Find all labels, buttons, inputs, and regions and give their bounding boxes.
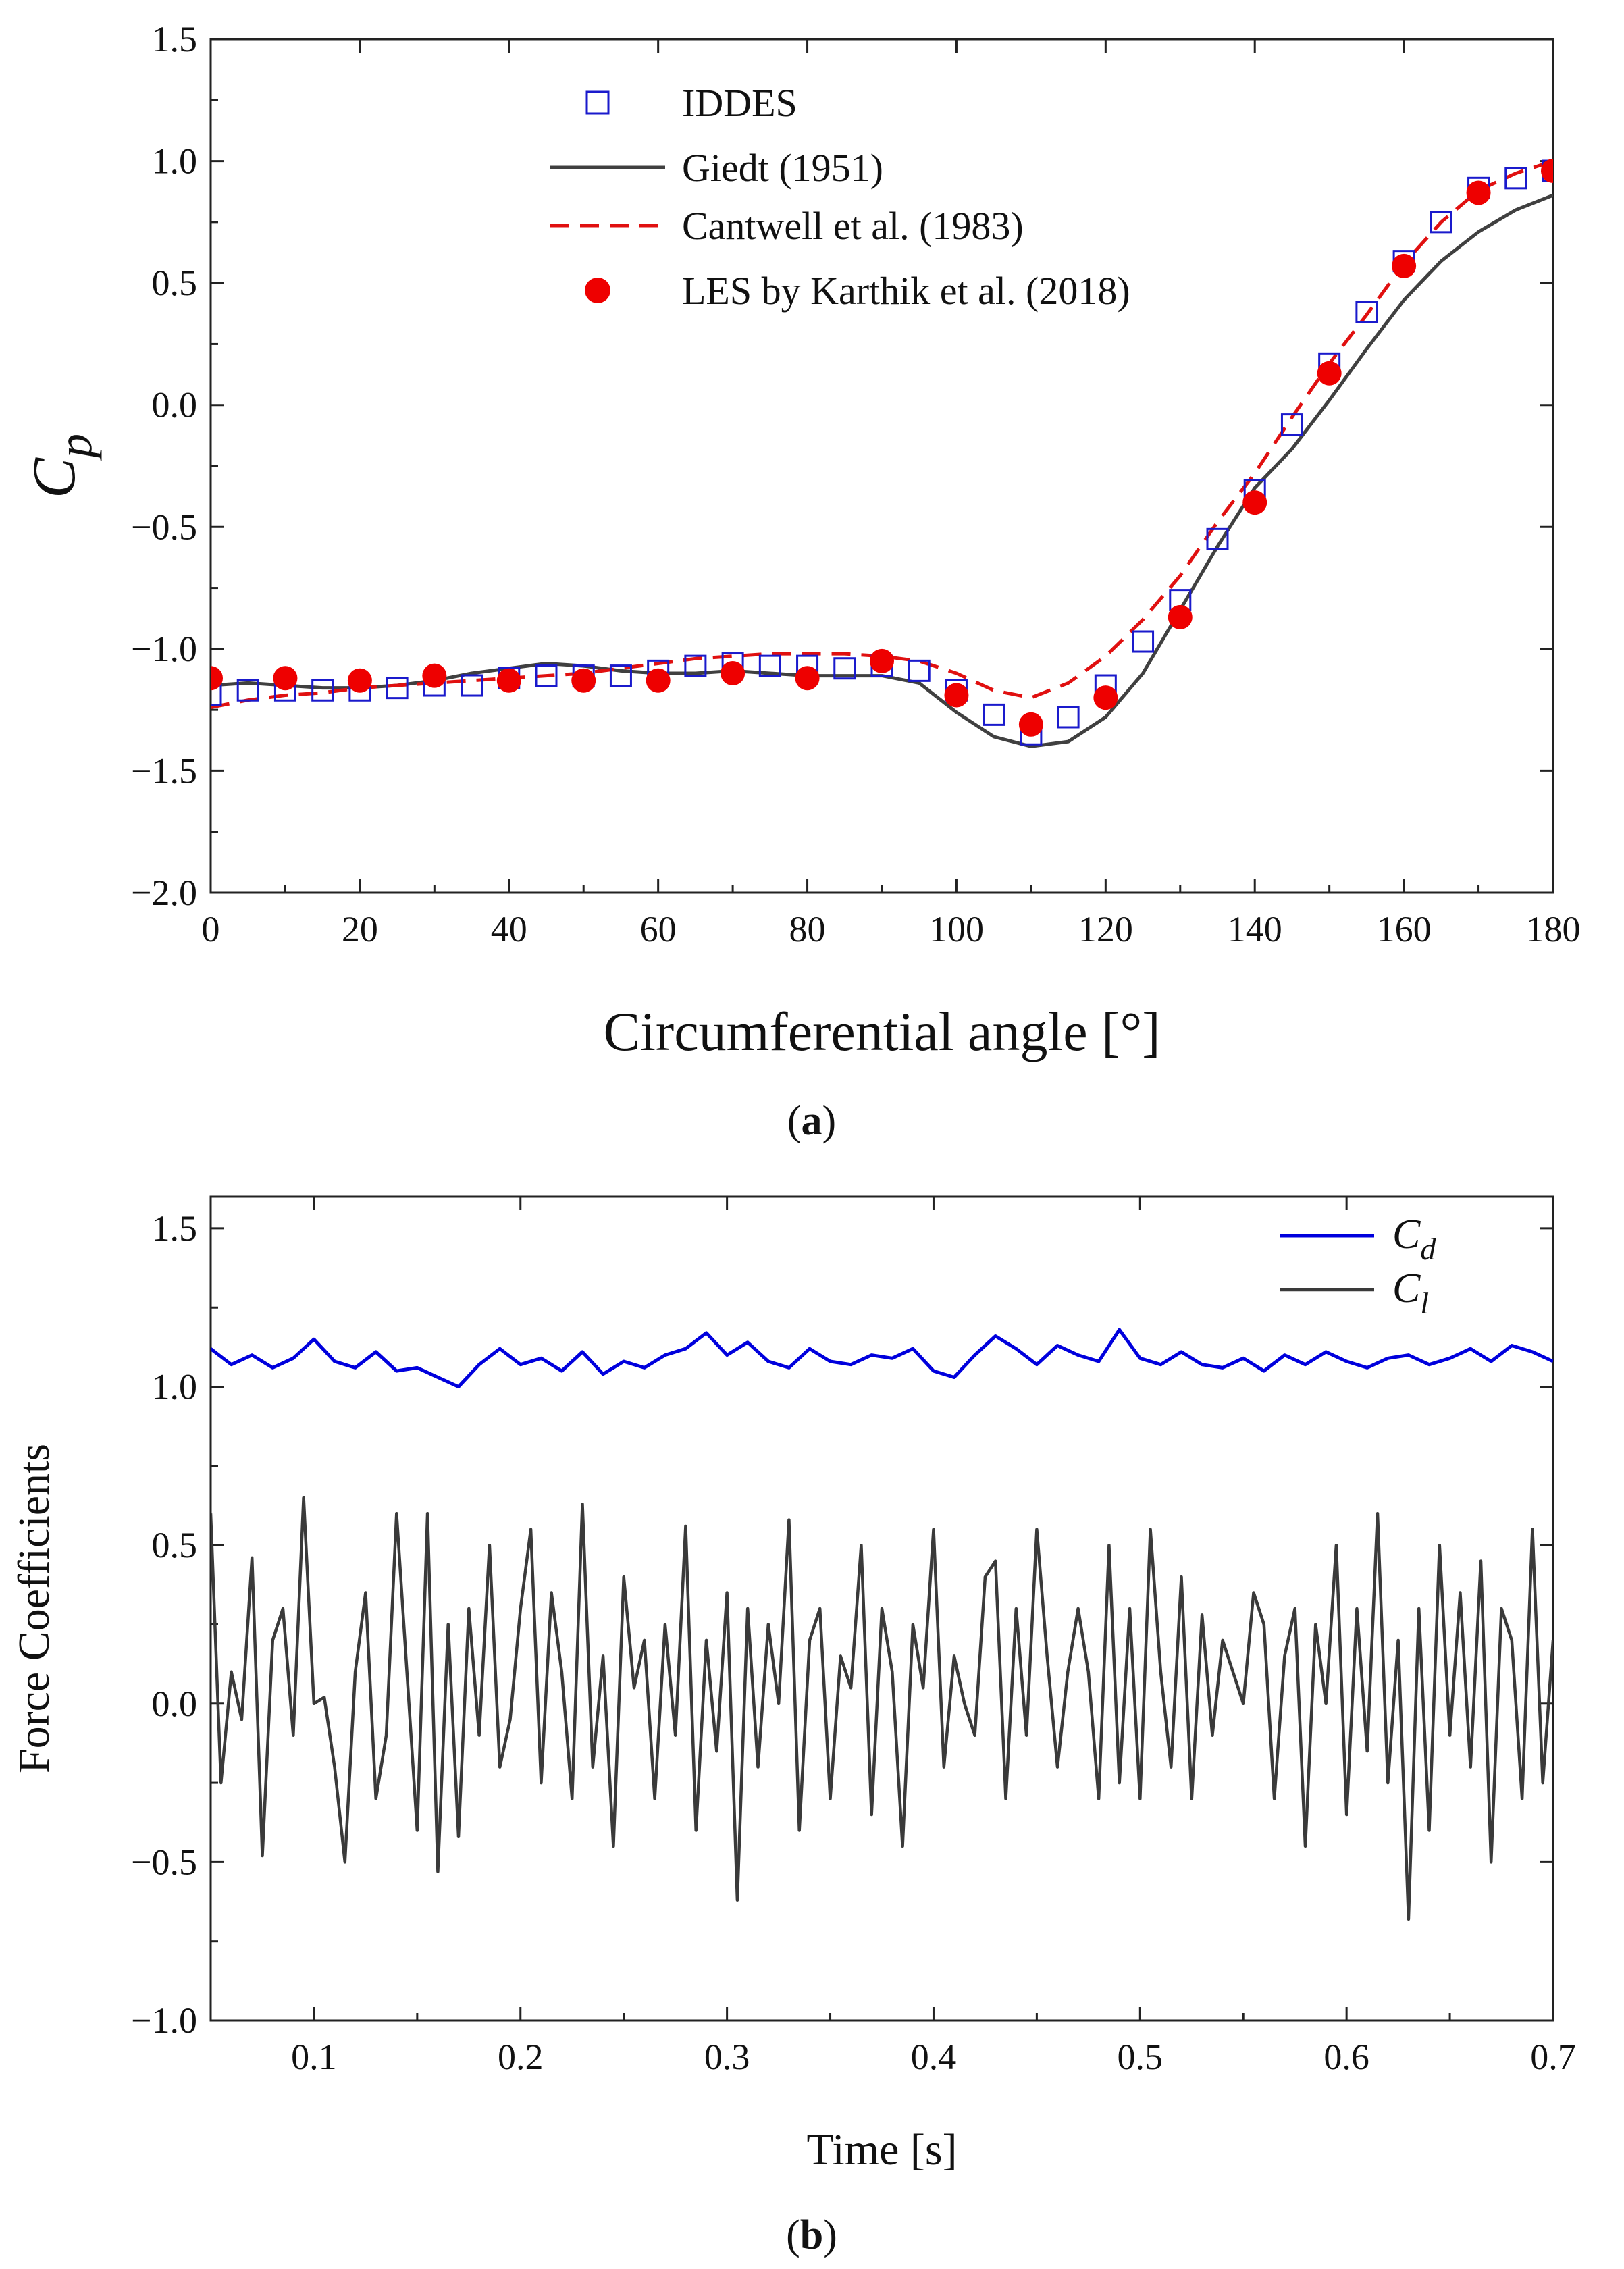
a-y-axis-title: Cp xyxy=(21,434,102,498)
a-iddes-point xyxy=(1355,301,1378,323)
a-iddes-point xyxy=(684,654,707,677)
a-iddes-point xyxy=(1132,630,1155,653)
b-plot-area xyxy=(211,1328,1553,1921)
a-les-point xyxy=(1018,712,1043,737)
b-y-tick-label: 0.5 xyxy=(152,1525,198,1565)
a-x-tick-label: 0 xyxy=(202,909,220,949)
a-iddes-point xyxy=(211,683,222,706)
a-les-point xyxy=(944,683,969,708)
b-legend-cd-label: Cd xyxy=(1392,1211,1436,1266)
b-legend-cl-label: Cl xyxy=(1392,1266,1429,1320)
b-x-tick-label: 0.3 xyxy=(704,2037,750,2077)
a-x-tick-label: 120 xyxy=(1078,909,1133,949)
a-y-tick-label: 1.0 xyxy=(152,141,198,182)
a-plot-area xyxy=(211,159,1553,748)
a-iddes-point xyxy=(1430,211,1452,234)
a-les-point xyxy=(211,666,223,691)
a-legend-les-marker xyxy=(585,278,610,303)
b-x-tick-label: 0.4 xyxy=(911,2037,957,2077)
a-les-point xyxy=(1093,685,1118,710)
a-x-tick-label: 40 xyxy=(491,909,527,949)
b-y-tick-label: 1.0 xyxy=(152,1367,198,1407)
a-les-point xyxy=(721,660,745,685)
b-y-tick-label: 1.5 xyxy=(152,1208,198,1249)
a-legend-les-label: LES by Karthik et al. (2018) xyxy=(682,269,1130,313)
panel-b-force-coefficients-chart: 0.1 0.2 0.3 0.4 0.5 0.6 0.7 −1.0 −0.5 0.0 0.5 1.0 1.… xyxy=(9,1195,1576,2258)
a-y-tick-label: 0.0 xyxy=(152,385,198,425)
a-legend-iddes-label: IDDES xyxy=(682,81,797,125)
a-iddes-point xyxy=(1280,413,1303,436)
a-y-axis-title-group: Cp xyxy=(21,434,102,498)
a-iddes-point xyxy=(461,674,483,697)
a-les-point xyxy=(273,666,298,691)
a-les-point xyxy=(1466,180,1491,205)
a-y-tick-label: 0.5 xyxy=(152,263,198,303)
a-les-point xyxy=(1242,490,1267,515)
a-y-tick-label: −1.5 xyxy=(131,750,197,791)
a-iddes-point xyxy=(311,679,334,702)
b-y-tick-label: −1.0 xyxy=(131,2000,197,2041)
a-iddes-point xyxy=(1206,527,1229,550)
a-x-tick-label: 180 xyxy=(1526,909,1581,949)
b-series-line-cd xyxy=(211,1328,1553,1388)
a-x-tick-label: 100 xyxy=(929,909,984,949)
a-les-point xyxy=(1392,253,1417,278)
a-iddes-point xyxy=(758,654,781,677)
b-plot-frame xyxy=(209,1195,1554,2022)
a-iddes-point xyxy=(1504,167,1527,190)
b-y-tick-label: 0.0 xyxy=(152,1684,198,1724)
a-iddes-point xyxy=(386,677,409,700)
a-y-tick-label: −2.0 xyxy=(131,872,197,913)
a-les-point xyxy=(646,668,671,693)
a-legend-giedt-label: Giedt (1951) xyxy=(682,146,883,190)
a-y-tick-label: −1.0 xyxy=(131,629,197,669)
a-les-point xyxy=(422,663,447,688)
a-les-point xyxy=(1168,604,1193,629)
a-les-point xyxy=(347,668,372,693)
b-x-tick-label: 0.2 xyxy=(498,2037,544,2077)
a-x-tick-label: 20 xyxy=(342,909,378,949)
b-x-axis-title: Time [s] xyxy=(806,2125,957,2174)
a-iddes-point xyxy=(833,657,856,680)
b-x-tick-label: 0.1 xyxy=(291,2037,337,2077)
a-les-point xyxy=(795,666,820,691)
a-panel-label: (a) xyxy=(787,1098,836,1144)
b-y-tick-label: −0.5 xyxy=(131,1842,197,1882)
a-iddes-point xyxy=(908,659,931,682)
a-iddes-point xyxy=(983,703,1005,726)
a-x-tick-label: 60 xyxy=(640,909,677,949)
a-x-tick-label: 160 xyxy=(1377,909,1432,949)
a-x-tick-label: 140 xyxy=(1228,909,1282,949)
a-y-tick-label: −0.5 xyxy=(131,506,197,547)
a-x-axis-title: Circumferential angle [°] xyxy=(603,1001,1160,1062)
a-x-tick-label: 80 xyxy=(789,909,826,949)
a-legend-iddes-marker xyxy=(585,90,610,115)
a-legend: IDDES Giedt (1951) Cantwell et al. (1983) L… xyxy=(550,81,1130,313)
a-les-point xyxy=(870,648,894,673)
b-series-line-cl xyxy=(211,1496,1553,1921)
b-x-tick-label: 0.5 xyxy=(1118,2037,1163,2077)
b-y-axis-title: Force Coefficients xyxy=(9,1444,59,1773)
a-legend-cantwell-label: Cantwell et al. (1983) xyxy=(682,204,1024,248)
b-x-tick-label: 0.6 xyxy=(1324,2037,1369,2077)
a-iddes-point xyxy=(236,679,259,702)
a-iddes-point xyxy=(609,664,632,687)
a-les-point xyxy=(496,668,521,693)
b-panel-label: (b) xyxy=(786,2212,837,2258)
a-iddes-point xyxy=(1057,706,1080,729)
b-x-tick-label: 0.7 xyxy=(1530,2037,1576,2077)
panel-a-cp-chart: 0 20 40 60 80 100 120 140 160 180 −2.0 −1.5 −1.0 −0.5… xyxy=(21,19,1581,1144)
a-les-point xyxy=(1317,361,1342,386)
a-les-point xyxy=(571,668,596,693)
a-iddes-point xyxy=(535,664,558,687)
a-y-tick-label: 1.5 xyxy=(152,19,198,59)
a-les-point xyxy=(1541,159,1553,184)
